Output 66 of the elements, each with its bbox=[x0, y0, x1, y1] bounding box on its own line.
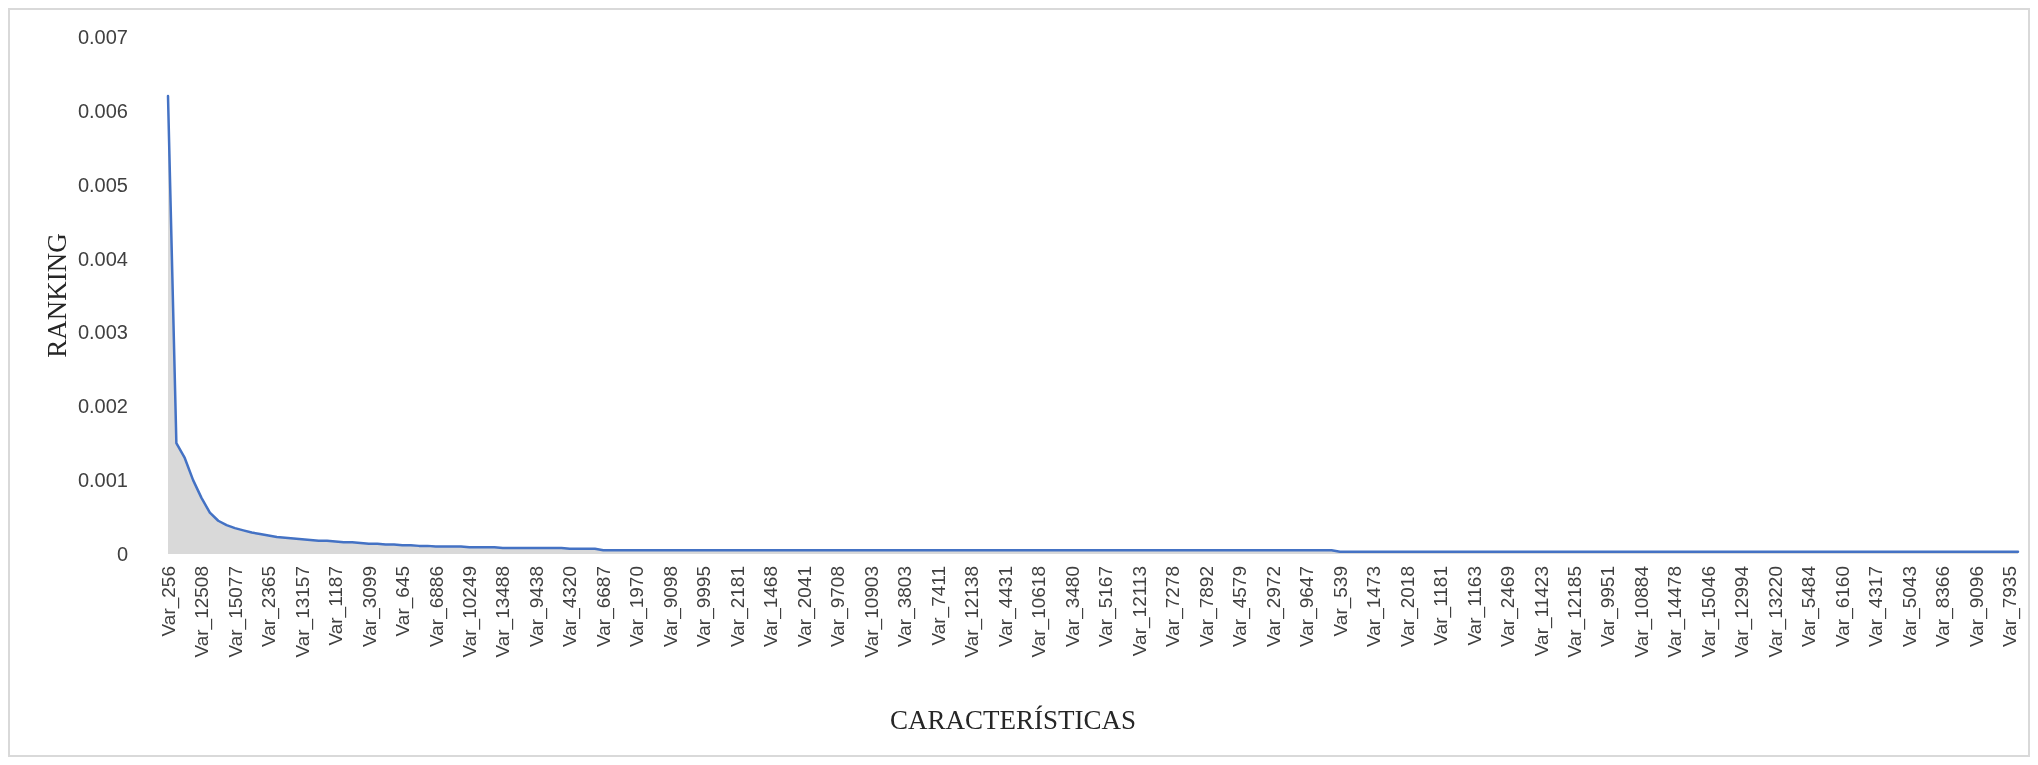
x-tick-label: Var_10249 bbox=[459, 566, 482, 658]
x-axis-title: CARACTERÍSTICAS bbox=[889, 705, 1137, 735]
x-tick-label: Var_9951 bbox=[1597, 566, 1620, 647]
x-tick-label: Var_2041 bbox=[793, 566, 816, 647]
x-tick-label: Var_9096 bbox=[1965, 566, 1988, 647]
x-tick-label: Var_4320 bbox=[559, 566, 582, 647]
x-tick-label: Var_8366 bbox=[1932, 566, 1955, 647]
x-tick-label: Var_2972 bbox=[1262, 566, 1285, 647]
x-tick-label: Var_3803 bbox=[894, 566, 917, 647]
x-tick-label: Var_9647 bbox=[1296, 566, 1319, 647]
x-tick-label: Var_15046 bbox=[1697, 566, 1720, 658]
x-tick-label: Var_3099 bbox=[358, 566, 381, 647]
y-tick-label: 0.006 bbox=[77, 99, 128, 122]
x-tick-label: Var_10903 bbox=[860, 566, 883, 658]
x-tick-label: Var_9438 bbox=[525, 566, 548, 647]
x-tick-label: Var_11423 bbox=[1530, 566, 1553, 657]
x-tick-label: Var_5043 bbox=[1898, 566, 1921, 647]
x-tick-label: Var_539 bbox=[1329, 566, 1352, 637]
x-tick-label: Var_1163 bbox=[1463, 566, 1486, 646]
x-tick-label: Var_9708 bbox=[827, 566, 850, 647]
x-tick-label: Var_10618 bbox=[1028, 566, 1051, 658]
x-tick-label: Var_7892 bbox=[1195, 566, 1218, 647]
x-tick-label: Var_15077 bbox=[224, 566, 247, 658]
y-axis-title: RANKING bbox=[42, 233, 72, 358]
x-tick-label: Var_256 bbox=[157, 566, 180, 637]
x-tick-label: Var_12113 bbox=[1128, 566, 1151, 657]
x-tick-label: Var_13488 bbox=[492, 566, 515, 658]
x-tick-label: Var_4431 bbox=[994, 566, 1017, 647]
x-tick-label: Var_2181 bbox=[726, 566, 749, 647]
x-tick-label: Var_2469 bbox=[1497, 566, 1520, 647]
y-tick-label: 0.004 bbox=[77, 247, 128, 270]
x-tick-label: Var_12185 bbox=[1563, 566, 1586, 658]
x-tick-label: Var_12508 bbox=[191, 566, 214, 658]
x-tick-label: Var_5167 bbox=[1095, 566, 1118, 647]
y-tick-label: 0.003 bbox=[77, 321, 128, 344]
x-tick-label: Var_4579 bbox=[1229, 566, 1252, 647]
x-tick-label: Var_14478 bbox=[1664, 566, 1687, 658]
x-tick-label: Var_7411 bbox=[927, 566, 950, 646]
x-tick-label: Var_6886 bbox=[425, 566, 448, 647]
x-tick-label: Var_5484 bbox=[1798, 565, 1821, 647]
x-tick-label: Var_9098 bbox=[659, 566, 682, 647]
x-tick-label: Var_12994 bbox=[1731, 565, 1754, 658]
x-tick-label: Var_12138 bbox=[961, 566, 984, 658]
x-tick-label: Var_3480 bbox=[1061, 566, 1084, 647]
x-tick-label: Var_9995 bbox=[693, 566, 716, 647]
x-tick-label: Var_7278 bbox=[1162, 566, 1185, 647]
x-tick-label: Var_2018 bbox=[1396, 566, 1419, 647]
x-tick-label: Var_645 bbox=[392, 566, 415, 637]
x-tick-label: Var_4317 bbox=[1865, 566, 1888, 647]
x-tick-label: Var_6687 bbox=[592, 566, 615, 647]
x-tick-label: Var_10884 bbox=[1630, 565, 1653, 658]
x-tick-label: Var_1468 bbox=[760, 566, 783, 647]
x-tick-label: Var_1187 bbox=[325, 566, 348, 646]
y-tick-label: 0.005 bbox=[77, 173, 128, 196]
x-tick-label: Var_13220 bbox=[1764, 566, 1787, 658]
x-tick-label: Var_13157 bbox=[291, 566, 314, 658]
y-tick-label: 0.002 bbox=[77, 395, 128, 418]
x-tick-label: Var_1970 bbox=[626, 566, 649, 647]
y-tick-label: 0.001 bbox=[77, 469, 128, 492]
x-tick-label: Var_6160 bbox=[1831, 566, 1854, 647]
x-tick-label: Var_7935 bbox=[1999, 566, 2022, 647]
y-tick-label: 0.007 bbox=[77, 26, 128, 48]
y-tick-label: 0 bbox=[116, 543, 128, 565]
x-tick-label: Var_1181 bbox=[1430, 566, 1453, 646]
x-tick-label: Var_2365 bbox=[258, 566, 281, 647]
x-tick-label: Var_1473 bbox=[1363, 566, 1386, 647]
